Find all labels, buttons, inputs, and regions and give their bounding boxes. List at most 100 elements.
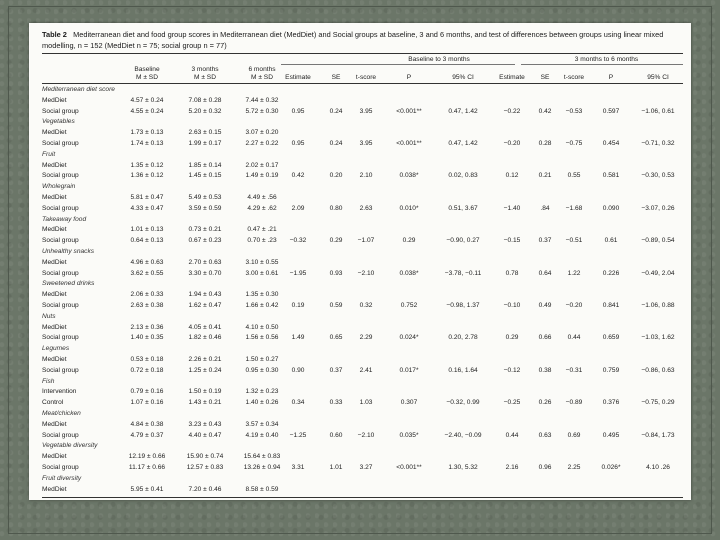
- table-cell: 0.95: [291, 140, 305, 147]
- table-cell: 12.19 ± 0.66: [128, 453, 166, 461]
- table-cell: 0.02, 0.83: [448, 172, 478, 180]
- table-cell: 0.24: [329, 140, 343, 147]
- group-rule-2: [521, 64, 683, 65]
- table-cell: 0.90: [291, 366, 305, 374]
- table-cell: −3.78, −0.11: [444, 269, 482, 277]
- row-label: Social group: [42, 366, 79, 374]
- table-cell: −1.25: [289, 431, 307, 439]
- table-cell: 2.70 ± 0.63: [188, 258, 222, 266]
- section-title: Wholegrain: [42, 183, 76, 191]
- col-header-tscore-2: t-score: [563, 74, 585, 81]
- section-title: Unhealthy snacks: [42, 248, 95, 255]
- table-cell: 0.038*: [399, 269, 419, 277]
- table-cell: 8.58 ± 0.59: [245, 485, 279, 493]
- table-cell: 0.752: [400, 302, 418, 309]
- table-cell: 4.55 ± 0.24: [130, 107, 164, 115]
- table-cell: −0.15: [503, 237, 521, 245]
- table-cell: 0.038*: [399, 172, 419, 180]
- row-label: Social group: [42, 204, 79, 212]
- table-cell: 5.72 ± 0.30: [245, 107, 279, 115]
- table-cell: 0.72 ± 0.18: [130, 366, 164, 374]
- table-cell: −0.89, 0.54: [641, 237, 675, 245]
- table-cell: −0.32: [289, 237, 307, 245]
- row-label: MedDiet: [42, 96, 67, 104]
- table-cell: 5.81 ± 0.47: [130, 194, 164, 201]
- col-header-p-1: P: [406, 74, 412, 81]
- table-cell: 0.841: [602, 302, 620, 309]
- table-cell: 1.50 ± 0.27: [245, 356, 279, 363]
- table-cell: 1.01: [329, 464, 343, 471]
- table-cell: 2.10: [359, 172, 373, 180]
- table-cell: 3.62 ± 0.55: [130, 269, 164, 277]
- table-cell: 3.23 ± 0.43: [188, 420, 222, 428]
- table-cell: 0.24: [329, 107, 343, 115]
- row-label: MedDiet: [42, 453, 67, 461]
- section-title: Vegetable diversity: [42, 442, 98, 450]
- table-cell: 0.44: [505, 431, 519, 439]
- table-cell: 1.03: [359, 399, 373, 407]
- table-cell: 0.581: [602, 172, 620, 180]
- col-header-tscore-1: t-score: [355, 74, 377, 81]
- table-cell: −1.68: [565, 204, 583, 212]
- row-label: Social group: [42, 431, 79, 439]
- table-cell: 0.59: [329, 302, 343, 309]
- table-cell: 3.27: [359, 464, 373, 471]
- table-cell: 0.51, 3.67: [448, 204, 478, 212]
- table-cell: 3.30 ± 0.70: [188, 269, 222, 277]
- row-label: Social group: [42, 107, 79, 115]
- table-cell: −0.75: [565, 140, 583, 147]
- table-cell: 3.95: [359, 140, 373, 147]
- row-label: MedDiet: [42, 226, 67, 234]
- table-cell: 0.95: [291, 107, 305, 115]
- col-header-se-2: SE: [540, 74, 550, 81]
- table-cell: −0.30, 0.53: [641, 172, 675, 180]
- table-cell: 1.62 ± 0.47: [188, 302, 222, 309]
- table-cell: 2.13 ± 0.36: [130, 323, 164, 331]
- table-cell: 0.63: [538, 431, 552, 439]
- section-title: Takeaway food: [42, 215, 87, 223]
- table-cell: −1.95: [289, 269, 307, 277]
- table-cell: 0.035*: [399, 431, 419, 439]
- table-cell: 1.35 ± 0.30: [245, 291, 279, 299]
- table-cell: 0.33: [329, 399, 343, 407]
- table-cell: 1.74 ± 0.13: [130, 140, 164, 147]
- table-cell: 0.024*: [399, 334, 419, 342]
- table-cell: −1.03, 1.62: [641, 334, 675, 342]
- table-cell: 0.29: [329, 237, 343, 245]
- table-cell: 0.47, 1.42: [448, 140, 478, 147]
- side-credit: [3, 330, 11, 500]
- table-cell: 0.28: [538, 140, 552, 147]
- table-cell: 2.26 ± 0.21: [188, 356, 222, 363]
- table-cell: 0.93: [329, 269, 343, 277]
- table-cell: 0.19: [291, 302, 305, 309]
- table-cell: 4.29 ± .62: [247, 204, 277, 212]
- row-label: MedDiet: [42, 161, 67, 169]
- table-cell: 0.64: [538, 269, 552, 277]
- table-cell: 1.07 ± 0.16: [130, 399, 164, 407]
- bottom-rule: [42, 497, 683, 499]
- table-cell: <0.001**: [396, 140, 422, 147]
- table-cell: 1.30, 5.32: [448, 464, 478, 471]
- table-cell: 0.66: [538, 334, 552, 342]
- table-cell: 4.57 ± 0.24: [130, 96, 164, 104]
- col-header-stat-3: M ± SD: [251, 74, 273, 81]
- table-cell: −3.07, 0.26: [641, 204, 675, 212]
- col-header-6months: 6 months: [248, 66, 276, 73]
- table-cell: −0.98, 1.37: [446, 302, 480, 309]
- table-cell: 0.73 ± 0.21: [188, 226, 222, 234]
- table-cell: −0.84, 1.73: [641, 431, 675, 439]
- table-cell: 12.57 ± 0.83: [186, 464, 224, 471]
- table-cell: 0.010*: [399, 204, 419, 212]
- table-cell: 1.49 ± 0.19: [245, 172, 279, 180]
- table-cell: −0.53: [565, 107, 583, 115]
- section-title: Meat/chicken: [42, 410, 81, 417]
- table-cell: 0.226: [602, 269, 620, 277]
- group-rule-1: [281, 64, 515, 65]
- row-label: MedDiet: [42, 485, 67, 493]
- col-header-baseline: Baseline: [134, 66, 160, 73]
- col-header-3months: 3 months: [191, 66, 219, 73]
- table-cell: 3.07 ± 0.20: [245, 129, 279, 137]
- table-cell: 0.017*: [399, 366, 419, 374]
- table-cell: 0.53 ± 0.18: [130, 356, 164, 363]
- table-cell: 0.29: [402, 237, 416, 245]
